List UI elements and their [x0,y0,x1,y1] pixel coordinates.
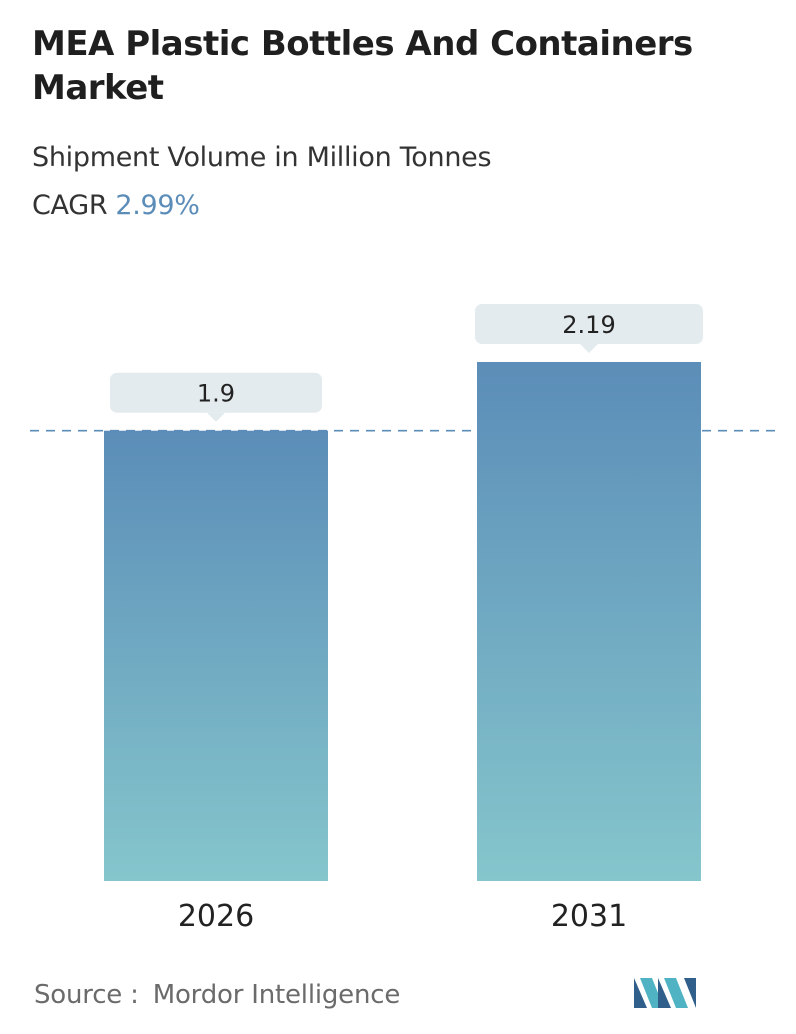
source-attribution: Source : Mordor Intelligence [34,978,400,1012]
data-label-box [475,304,703,344]
data-label-2026: 1.9 [110,372,322,422]
bar-2026 [104,430,328,881]
data-label-text: 2.19 [562,311,615,339]
cagr-value: 2.99% [115,190,200,221]
data-label-box [110,372,322,413]
data-label-2031: 2.19 [475,304,703,353]
bar-2031 [477,362,701,881]
data-label-pointer [580,344,598,353]
source-label: Source : [34,980,139,1010]
chart-subtitle: Shipment Volume in Million Tonnes [32,142,492,173]
x-tick-label-2031: 2031 [551,899,627,934]
source-value: Mordor Intelligence [152,980,401,1010]
data-label-text: 1.9 [197,380,235,408]
bar-chart: 1.9 2.19 2026 2031 [30,304,782,934]
chart-title: MEA Plastic Bottles And Containers Marke… [32,24,693,108]
data-label-pointer [207,412,225,422]
x-tick-label-2026: 2026 [178,899,254,934]
mordor-intelligence-logo-icon [634,978,696,1008]
cagr-label: CAGR [32,190,108,221]
cagr-row: CAGR 2.99% [32,188,200,224]
